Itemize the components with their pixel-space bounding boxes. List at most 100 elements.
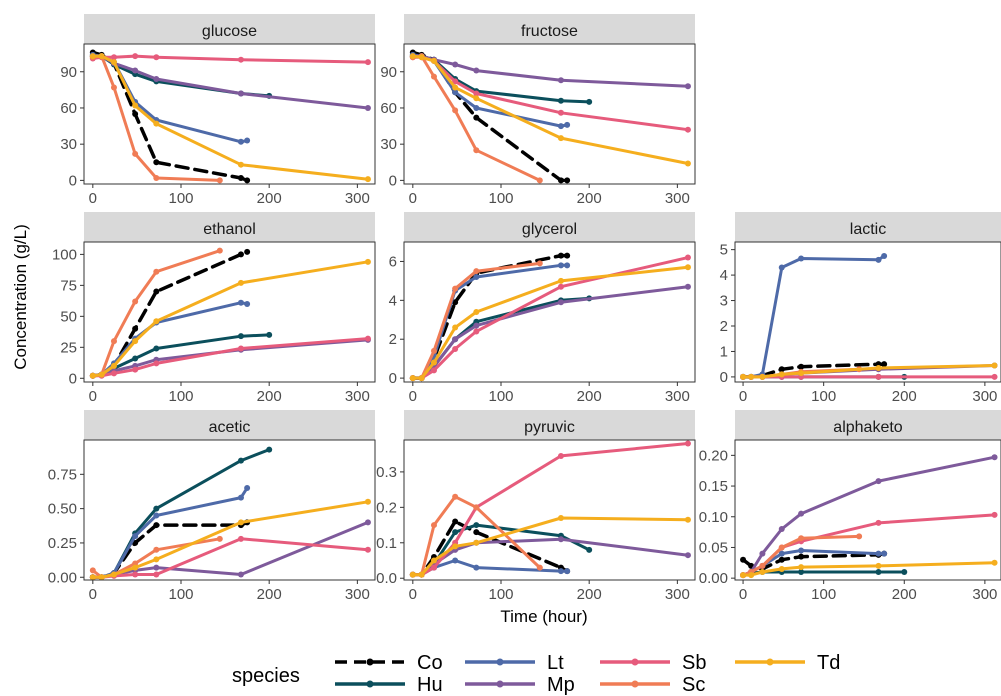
strip-label-ethanol: ethanol <box>203 221 256 238</box>
data-point-Td <box>418 571 425 578</box>
data-point-Sb <box>237 345 244 352</box>
data-point-Sb <box>132 571 139 578</box>
panel-glycerol: glycerol 0 2 4 6 0 100 200 300 <box>389 212 696 405</box>
data-point-Mp <box>684 83 691 90</box>
data-point-Sb <box>875 373 882 380</box>
data-point-Td <box>409 53 416 60</box>
series-Td <box>89 53 371 183</box>
data-point-Sc <box>536 177 543 184</box>
data-point-Td <box>748 373 755 380</box>
data-point-Lt <box>244 485 251 492</box>
data-point-Td <box>98 574 105 581</box>
data-point-Mp <box>237 571 244 578</box>
x-tick-label: 200 <box>892 586 917 603</box>
legend-entry-Co: Co <box>335 652 443 674</box>
legend-entry-Mp: Mp <box>465 674 575 696</box>
panel-border <box>403 241 696 383</box>
data-point-Td <box>153 318 160 325</box>
panel-fructose: fructose 0 30 60 90 0 100 200 300 <box>380 14 696 207</box>
legend-label-Mp: Mp <box>547 674 575 696</box>
legend-entry-Sc: Sc <box>600 674 705 696</box>
data-point-Sb <box>364 59 371 66</box>
data-point-Sb <box>153 571 160 578</box>
y-tick-label: 1 <box>720 343 728 360</box>
series-Td <box>89 498 371 581</box>
data-point-Td <box>153 120 160 127</box>
data-point-Hu <box>586 546 593 553</box>
strip-acetic <box>84 410 375 440</box>
data-point-Lt <box>244 137 251 144</box>
legend-label-Lt: Lt <box>547 652 564 674</box>
strip-glucose <box>84 14 375 44</box>
data-point-Lt <box>132 533 139 540</box>
y-tick-label: 0.20 <box>699 447 728 464</box>
data-point-Hu <box>153 505 160 512</box>
data-point-Lt <box>798 255 805 262</box>
data-point-Td <box>132 102 139 109</box>
data-point-Co <box>557 252 564 259</box>
data-point-Sc <box>452 493 459 500</box>
data-point-Sb <box>430 367 437 374</box>
panel-border <box>734 241 1001 383</box>
data-point-Mp <box>798 510 805 517</box>
data-point-Lt <box>778 264 785 271</box>
data-point-Co <box>881 361 888 368</box>
data-point-Mp <box>557 536 564 543</box>
legend-label-Hu: Hu <box>417 674 443 696</box>
legend-label-Sc: Sc <box>682 674 705 696</box>
y-tick-label: 0 <box>720 369 728 386</box>
data-point-Sc <box>153 268 160 275</box>
legend-key-point-Sc <box>631 680 639 688</box>
strip-label-pyruvic: pyruvic <box>524 419 575 436</box>
data-point-Lt <box>875 550 882 557</box>
data-point-Lt <box>237 138 244 145</box>
data-point-Td <box>89 53 96 60</box>
data-point-Sb <box>557 109 564 116</box>
data-point-Lt <box>881 550 888 557</box>
data-point-Mp <box>991 454 998 461</box>
data-point-Hu <box>266 446 273 453</box>
data-point-Lt <box>473 564 480 571</box>
legend-entry-Sb: Sb <box>600 652 706 674</box>
data-point-Sb <box>237 535 244 542</box>
data-point-Lt <box>237 494 244 501</box>
data-point-Sc <box>798 535 805 542</box>
data-point-Td <box>875 562 882 569</box>
data-point-Td <box>452 543 459 550</box>
legend-key-point-Td <box>766 658 774 666</box>
data-point-Lt <box>557 568 564 575</box>
legend-entry-Lt: Lt <box>465 652 564 674</box>
data-point-Sc <box>110 84 117 91</box>
x-tick-label: 100 <box>168 586 193 603</box>
data-point-Sb <box>364 335 371 342</box>
x-tick-label: 100 <box>168 190 193 207</box>
y-tick-label: 2 <box>720 318 728 335</box>
panel-acetic: acetic 0.00 0.25 0.50 0.75 0 100 200 300 <box>48 410 376 603</box>
data-point-Td <box>473 95 480 102</box>
data-point-Lt <box>452 89 459 96</box>
x-tick-label: 300 <box>972 388 997 405</box>
data-point-Lt <box>473 274 480 280</box>
x-axis-title: Time (hour) <box>500 607 587 626</box>
data-point-Hu <box>132 355 139 362</box>
x-tick-label: 200 <box>892 388 917 405</box>
x-tick-label: 200 <box>577 586 602 603</box>
strip-label-acetic: acetic <box>209 419 251 436</box>
data-point-Td <box>452 84 459 91</box>
data-point-Td <box>89 372 96 379</box>
data-point-Mp <box>557 77 564 84</box>
strip-lactic <box>735 212 1001 242</box>
data-point-Td <box>740 572 747 579</box>
data-point-Sb <box>473 328 480 335</box>
data-point-Co <box>473 529 480 536</box>
data-point-Hu <box>237 457 244 464</box>
data-point-Td <box>557 135 564 142</box>
data-point-Td <box>237 161 244 168</box>
data-point-Mp <box>759 550 766 557</box>
data-point-Sc <box>132 298 139 305</box>
x-tick-label: 100 <box>488 586 513 603</box>
data-point-Td <box>452 324 459 331</box>
strip-alphaketo <box>735 410 1001 440</box>
strip-pyruvic <box>404 410 695 440</box>
data-point-Td <box>132 338 139 345</box>
